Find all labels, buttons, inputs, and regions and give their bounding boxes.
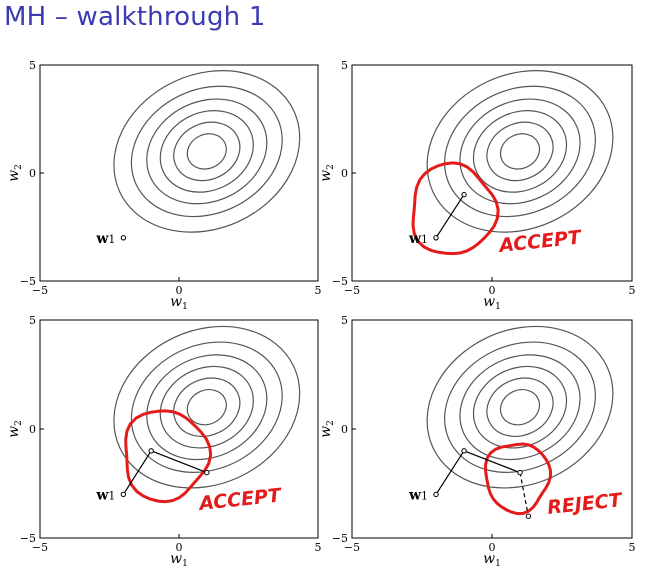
x-tick-label: 0 [176,284,183,297]
y-tick-label: 0 [29,167,36,180]
y-tick-label: 5 [29,59,36,72]
contour-ring [499,133,541,170]
x-tick-label: −5 [32,541,48,554]
chain-segment [519,472,529,517]
sample-point [461,448,467,454]
y-tick-label: 5 [341,59,348,72]
contour-ring [130,341,283,473]
x-tick-label: 5 [315,541,322,554]
chain-segment [122,450,152,495]
point-label: w1 [408,487,428,503]
contour-ring [486,377,554,437]
sample-point [433,235,439,241]
contour-ring [173,121,241,182]
contour-ring [113,325,301,489]
panel-top-right: −5 0 5 5 0 −5 w1 w2 w1 ACCEPT [318,59,636,312]
y-tick-label: 5 [341,314,348,327]
y-axis-label: w2 [6,164,24,182]
annotation-circle [124,409,213,504]
annotation-text: ACCEPT [496,226,584,257]
contour-ring [459,354,581,461]
x-tick-label: 5 [315,284,322,297]
contour-ring [426,325,614,489]
sample-point [517,469,523,476]
contour-ring [444,341,596,473]
x-axis-label: w1 [483,551,501,569]
contour-ring [499,389,541,426]
chain-segment [150,450,208,474]
slide-title: MH – walkthrough 1 [4,2,266,32]
x-tick-label: −5 [344,541,360,554]
point-label: w1 [95,231,115,247]
contour-ring [472,365,568,449]
annotation-circle [484,442,552,516]
point-label: w1 [408,231,428,247]
sample-point [461,191,467,198]
contour-ring [459,98,581,205]
y-axis-label: w2 [6,420,24,438]
y-tick-label: −5 [332,532,348,545]
contour-ring [159,110,254,193]
contour-ring [146,354,268,461]
panel-top-left: −5 0 5 5 0 −5 w1 w2 w1 [6,59,322,312]
x-tick-label: 0 [489,284,496,297]
y-tick-label: −5 [20,532,36,545]
y-tick-label: 0 [341,167,348,180]
x-tick-label: −5 [32,284,48,297]
chain-segment [435,450,465,495]
panel-bottom-right: −5 0 5 5 0 −5 w1 w2 w1 REJECT [318,314,636,569]
y-tick-label: 5 [29,314,36,327]
y-tick-label: −5 [20,275,36,288]
x-tick-label: −5 [344,284,360,297]
contour-ring [159,365,254,449]
contour-ring [186,133,227,170]
sample-point [433,491,439,498]
sample-point [525,513,532,519]
x-axis-label: w1 [170,551,188,569]
x-tick-label: 0 [489,541,496,554]
annotation-text: ACCEPT [196,484,284,515]
contour-ring [173,377,241,437]
y-axis-label: w2 [318,420,336,438]
contour-ring [486,121,554,182]
x-axis-label: w1 [483,294,501,312]
chain-segment [435,194,465,239]
annotation-circle [411,161,500,256]
point-label: w1 [95,487,115,503]
annotation-text: REJECT [546,489,624,519]
contour-ring [426,70,614,233]
contour-ring [472,110,568,193]
sample-point [204,469,210,476]
sample-point [120,235,127,241]
x-tick-label: 5 [629,284,636,297]
x-tick-label: 0 [176,541,183,554]
chain-segment [463,450,521,474]
panel-bottom-left: −5 0 5 5 0 −5 w1 w2 w1 ACCEPT [6,314,322,569]
contour-ring [444,85,596,218]
contour-ring [130,85,283,218]
y-tick-label: −5 [332,275,348,288]
x-axis-label: w1 [170,294,188,312]
contour-ring [146,98,268,205]
x-tick-label: 5 [629,541,636,554]
y-axis-label: w2 [318,164,336,182]
axes-frame [39,64,319,282]
y-tick-label: 0 [341,423,348,436]
sample-point [148,448,154,454]
y-tick-label: 0 [29,423,36,436]
sample-point [120,491,127,498]
contour-ring [113,70,301,233]
contour-ring [186,389,227,426]
axes-frame [351,64,633,282]
